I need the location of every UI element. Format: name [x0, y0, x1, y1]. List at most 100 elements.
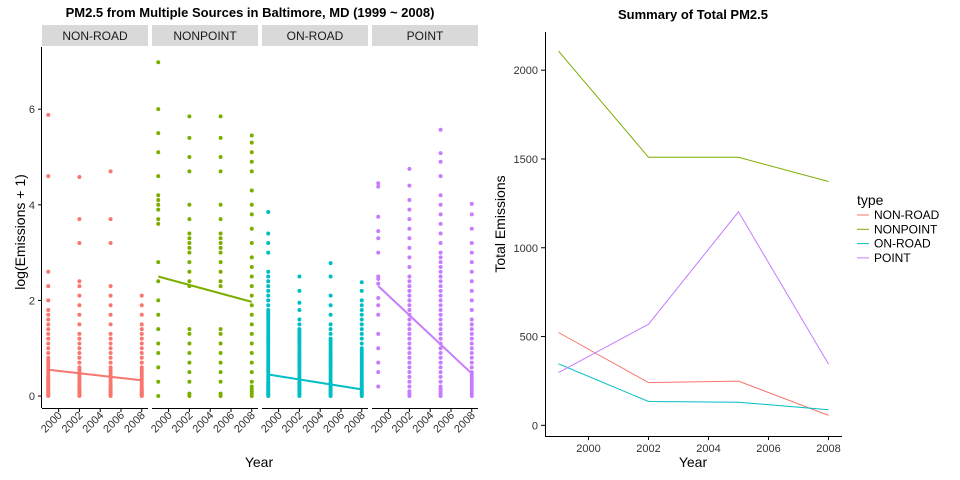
point-point — [376, 331, 381, 336]
point-point — [376, 303, 381, 308]
right-y-tick-label: 1000 — [514, 243, 538, 255]
point-on-road — [328, 312, 333, 317]
point-on-road — [328, 322, 333, 327]
point-on-road — [266, 293, 271, 298]
series-line-nonpoint — [558, 50, 829, 182]
right-chart-x-axis-label: Year — [679, 454, 708, 470]
right-chart-axes: 0 500 1000 1500 2000 2000 2002 2004 2006 2008 — [514, 32, 842, 455]
point-point — [438, 317, 443, 322]
point-nonpoint — [218, 284, 223, 289]
point-nonpoint — [218, 217, 223, 222]
point-non-road — [77, 322, 82, 327]
point-nonpoint — [156, 60, 161, 65]
point-nonpoint — [249, 226, 254, 231]
point-on-road — [359, 322, 364, 327]
point-point — [407, 389, 412, 394]
x-tick-label-nonpoint: 2002 — [170, 410, 196, 436]
point-nonpoint — [187, 379, 192, 384]
point-nonpoint — [218, 351, 223, 356]
point-nonpoint — [156, 327, 161, 332]
point-nonpoint — [156, 150, 161, 155]
point-nonpoint — [218, 231, 223, 236]
point-on-road — [328, 336, 333, 341]
point-point — [407, 207, 412, 212]
y-tick-label: 6 — [29, 104, 35, 116]
facet-strip-label-on-road: ON-ROAD — [287, 29, 344, 43]
point-nonpoint — [187, 169, 192, 174]
point-nonpoint — [218, 245, 223, 250]
fit-line-non-road — [48, 368, 142, 382]
left-chart-x-axis-label: Year — [245, 454, 274, 470]
point-on-road — [266, 250, 271, 255]
point-non-road — [108, 312, 113, 317]
point-point — [469, 279, 474, 284]
point-non-road — [77, 336, 82, 341]
point-point — [376, 250, 381, 255]
fit-line-nonpoint — [157, 275, 253, 303]
point-non-road — [77, 365, 82, 370]
point-on-road — [359, 331, 364, 336]
point-point — [438, 336, 443, 341]
point-point — [469, 260, 474, 265]
point-nonpoint — [249, 212, 254, 217]
summary-series-lines — [558, 50, 829, 416]
point-non-road — [108, 341, 113, 346]
point-point — [376, 281, 381, 286]
point-nonpoint — [156, 174, 161, 179]
point-non-road — [139, 365, 144, 370]
point-non-road — [46, 269, 51, 274]
facet-strip-nonpoint — [152, 25, 258, 46]
right-x-tick-label: 2002 — [636, 443, 660, 455]
point-non-road — [46, 355, 51, 360]
point-nonpoint — [187, 135, 192, 140]
point-on-road — [359, 346, 364, 351]
point-nonpoint — [249, 303, 254, 308]
point-point — [469, 226, 474, 231]
point-point — [469, 322, 474, 327]
point-nonpoint — [249, 384, 254, 389]
right-x-tick-label: 2006 — [756, 443, 780, 455]
legend-label-non-road: NON-ROAD — [874, 208, 940, 222]
point-nonpoint — [249, 202, 254, 207]
point-nonpoint — [187, 241, 192, 246]
point-nonpoint — [156, 312, 161, 317]
facet-points — [46, 60, 474, 399]
point-nonpoint — [156, 279, 161, 284]
point-nonpoint — [218, 154, 223, 159]
x-tick-label-on-road: 2006 — [321, 410, 347, 436]
point-nonpoint — [218, 269, 223, 274]
point-nonpoint — [249, 274, 254, 279]
point-on-road — [359, 317, 364, 322]
point-point — [438, 193, 443, 198]
point-point — [438, 202, 443, 207]
point-point — [469, 327, 474, 332]
point-point — [376, 384, 381, 389]
point-point — [469, 336, 474, 341]
point-on-road — [266, 279, 271, 284]
point-point — [438, 312, 443, 317]
point-nonpoint — [218, 260, 223, 265]
point-point — [407, 298, 412, 303]
point-non-road — [77, 346, 82, 351]
point-non-road — [139, 303, 144, 308]
x-tick-label-non-road: 2000 — [39, 410, 65, 436]
point-on-road — [359, 303, 364, 308]
point-point — [407, 245, 412, 250]
point-nonpoint — [156, 341, 161, 346]
point-nonpoint — [249, 241, 254, 246]
point-point — [438, 221, 443, 226]
point-point — [469, 360, 474, 365]
point-non-road — [108, 284, 113, 289]
point-non-road — [46, 331, 51, 336]
point-point — [438, 274, 443, 279]
right-y-tick-label: 500 — [520, 332, 538, 344]
point-point — [438, 379, 443, 384]
point-point — [376, 214, 381, 219]
series-line-on-road — [558, 363, 829, 411]
point-point — [407, 331, 412, 336]
point-nonpoint — [249, 370, 254, 375]
point-non-road — [77, 303, 82, 308]
point-non-road — [108, 365, 113, 370]
point-point — [407, 355, 412, 360]
